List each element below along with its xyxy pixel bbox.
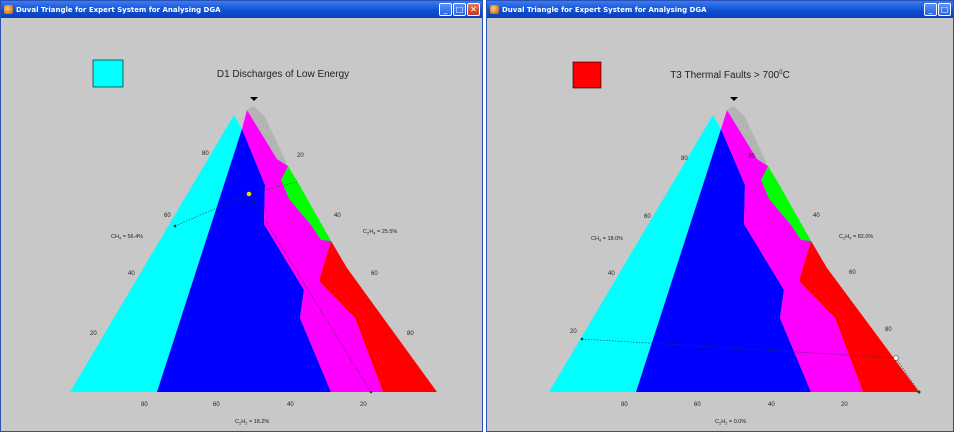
left-scale-label: 40 (608, 271, 615, 277)
duval-window-right: Duval Triangle for Expert System for Ana… (486, 0, 954, 432)
zone-cyan (70, 115, 242, 392)
measurement-point (893, 355, 899, 361)
right-scale-label: 60 (371, 271, 378, 277)
minimize-button[interactable]: _ (439, 3, 452, 16)
close-button[interactable]: ✕ (467, 3, 480, 16)
bottom-scale-label: 40 (768, 402, 775, 408)
ch4-intercept-marker (580, 337, 584, 341)
maximize-icon: □ (455, 5, 464, 14)
bottom-scale-label: 20 (841, 402, 848, 408)
zone-gray (727, 106, 768, 166)
zone-blue (636, 129, 811, 392)
zone-magenta (242, 110, 383, 392)
zone-green (761, 166, 811, 241)
fault-label: D1 Discharges of Low Energy (217, 69, 349, 80)
maximize-icon: □ (940, 5, 949, 14)
c2h2-intercept-marker (917, 390, 921, 394)
ch4-intercept-marker (173, 224, 177, 228)
right-scale-label: 80 (407, 331, 414, 337)
app-icon (490, 5, 499, 14)
bottom-scale-label: 80 (141, 402, 148, 408)
window-title: Duval Triangle for Expert System for Ana… (502, 5, 707, 14)
left-scale-label: 60 (644, 214, 651, 220)
zone-red (799, 241, 919, 392)
right-scale-label: 20 (748, 154, 755, 160)
bottom-scale-label: 20 (360, 402, 367, 408)
right-scale-label: 60 (849, 270, 856, 276)
reading-guide-line-c2h2 (895, 357, 920, 393)
bottom-scale-label: 40 (287, 402, 294, 408)
left-scale-label: 60 (164, 213, 171, 219)
left-scale-label: 20 (90, 331, 97, 337)
bottom-scale-label: 80 (621, 402, 628, 408)
reading-guide-lines (581, 338, 897, 359)
fault-label: T3 Thermal Faults > 7000C (670, 70, 790, 81)
zone-green (281, 166, 331, 241)
ch4-reading: CH4 = 18.0% (591, 236, 623, 243)
maximize-button[interactable]: □ (453, 3, 466, 16)
c2h4-reading: C2H4 = 25.5% (363, 229, 397, 236)
minimize-icon: _ (443, 5, 448, 14)
zone-magenta (721, 110, 863, 392)
left-scale-label: 40 (128, 271, 135, 277)
maximize-button[interactable]: □ (938, 3, 951, 16)
c2h2-reading: C2H2 = 18.2% (235, 419, 269, 426)
bottom-scale-label: 60 (694, 402, 701, 408)
title-bar[interactable]: Duval Triangle for Expert System for Ana… (1, 1, 482, 18)
duval-triangle-plot: D1 Discharges of Low Energy 80 60 40 20 … (70, 59, 437, 426)
window-title: Duval Triangle for Expert System for Ana… (16, 5, 221, 14)
c2h4-reading: C2H4 = 82.0% (839, 234, 873, 241)
bottom-scale-label: 60 (213, 402, 220, 408)
c2h2-reading: C2H2 = 0.0% (715, 419, 746, 426)
apex-marker (250, 97, 258, 101)
measurement-point (246, 191, 252, 197)
fault-color-swatch (92, 59, 124, 88)
zone-blue (157, 129, 331, 392)
c2h2-intercept-marker (369, 390, 373, 394)
ch4-reading: CH4 = 56.4% (111, 234, 143, 241)
left-scale-label: 80 (681, 156, 688, 162)
duval-window-left: Duval Triangle for Expert System for Ana… (0, 0, 483, 432)
minimize-icon: _ (928, 5, 933, 14)
left-scale-label: 20 (570, 329, 577, 335)
right-scale-label: 20 (297, 153, 304, 159)
reading-guide-line-c2h4 (248, 181, 298, 195)
minimize-button[interactable]: _ (924, 3, 937, 16)
right-scale-label: 80 (885, 327, 892, 333)
zone-gray (247, 106, 288, 166)
duval-triangle-plot: T3 Thermal Faults > 7000C 80 60 40 20 20… (549, 61, 921, 426)
left-scale-label: 80 (202, 151, 209, 157)
right-scale-label: 40 (334, 213, 341, 219)
close-icon: ✕ (470, 5, 477, 14)
app-icon (4, 5, 13, 14)
zone-red (319, 241, 437, 392)
right-scale-label: 40 (813, 213, 820, 219)
apex-marker (730, 97, 738, 101)
title-bar[interactable]: Duval Triangle for Expert System for Ana… (487, 1, 953, 18)
zone-cyan (549, 115, 721, 392)
fault-color-swatch (572, 61, 602, 89)
